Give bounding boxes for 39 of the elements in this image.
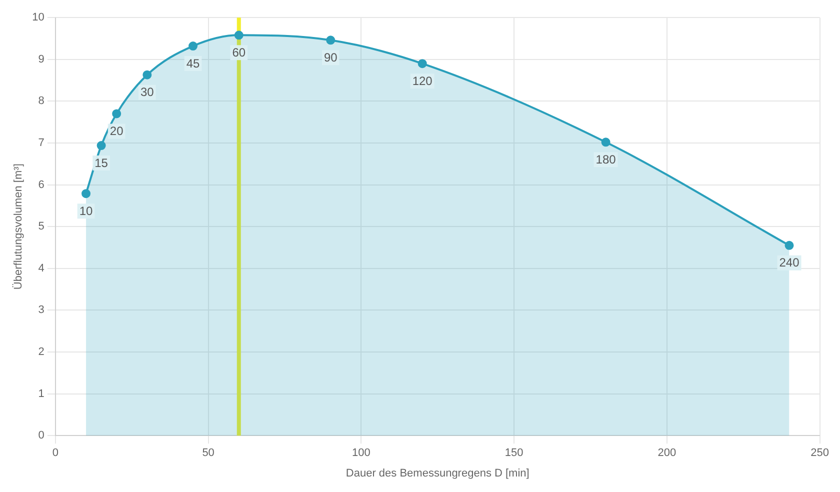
y-tick-label: 2 [38,346,44,358]
point [326,36,336,45]
annotation: 20 [110,124,124,138]
annotation: 240 [779,256,800,270]
annotation: 45 [186,56,200,70]
y-tick-label: 10 [32,12,44,24]
annotation: 60 [232,45,246,60]
y-tick-label: 4 [38,262,44,274]
x-tick-label: 100 [352,447,370,460]
x-tick-label: 150 [504,447,524,460]
annotation: 90 [324,50,338,64]
point [96,141,106,150]
x-axis-title: Dauer des Bemessungregens D [min] [346,467,530,480]
point [142,70,152,80]
y-tick-label: 3 [38,304,44,316]
point [601,138,610,147]
point [418,59,427,68]
y-tick-label: 6 [38,178,44,191]
annotation: 15 [94,156,108,170]
x-tick-label: 0 [52,447,58,460]
point [82,189,91,198]
x-tick-label: 250 [810,447,830,460]
y-tick-label: 0 [38,430,44,442]
y-tick-label: 1 [38,388,44,400]
annotation: 180 [596,152,616,166]
point [188,42,198,51]
y-tick-label: 7 [38,137,44,150]
point [112,109,122,118]
annotation: 10 [79,204,94,218]
annotation: 120 [412,74,433,88]
x-tick-label: 50 [202,447,214,460]
annotation: 30 [140,85,154,100]
y-axis-title: Überflutungsvolumen [m³] [12,164,25,290]
y-tick-label: 9 [38,53,44,66]
point [234,30,244,40]
y-tick-label: 8 [38,95,44,108]
x-tick-label: 200 [658,447,676,460]
y-tick-label: 5 [38,220,44,233]
point [784,240,794,250]
